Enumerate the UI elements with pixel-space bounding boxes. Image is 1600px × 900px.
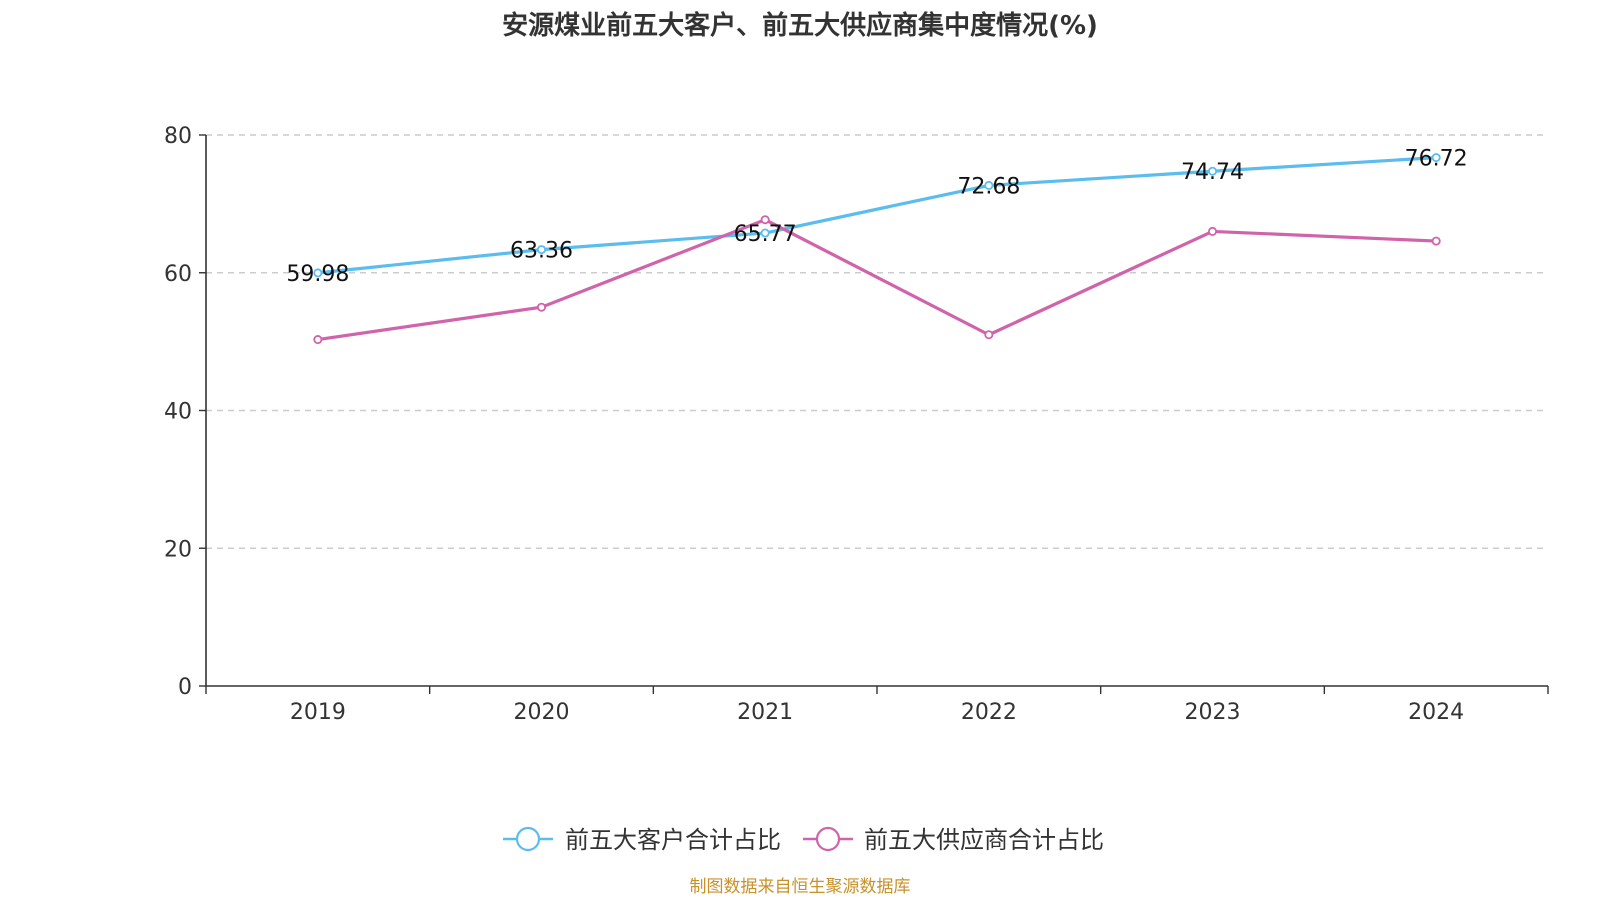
data-point [984, 180, 994, 190]
series-line-2 [317, 218, 1437, 342]
legend-item-2[interactable]: 前五大供应商合计占比 [803, 826, 1104, 854]
data-label: 72.68 [957, 174, 1020, 199]
x-tick-label: 2019 [290, 700, 346, 725]
data-point [313, 335, 323, 345]
series-lines [313, 153, 1441, 345]
y-tick-label: 80 [164, 124, 192, 149]
data-point [984, 330, 994, 340]
data-labels: 59.98 63.36 65.77 72.68 74.74 76.72 [286, 147, 1467, 287]
data-label: 74.74 [1181, 160, 1244, 185]
x-tick-label: 2024 [1408, 700, 1464, 725]
data-point [313, 268, 323, 278]
data-point [760, 215, 770, 225]
legend-marker [515, 826, 541, 852]
data-point [1431, 153, 1441, 163]
x-tick-label: 2022 [961, 700, 1017, 725]
axes: 0 20 40 60 80 2019 2020 2021 2022 2023 2024 [164, 124, 1549, 725]
legend-item-1[interactable]: 前五大客户合计占比 [503, 826, 781, 854]
source-note: 制图数据来自恒生聚源数据库 [690, 877, 911, 897]
legend-marker [815, 826, 841, 852]
data-label: 63.36 [510, 239, 573, 264]
y-tick-label: 0 [178, 675, 192, 700]
x-tick-label: 2023 [1185, 700, 1241, 725]
x-tick-label: 2020 [514, 700, 570, 725]
legend-label: 前五大供应商合计占比 [864, 826, 1104, 854]
gridlines [206, 134, 1548, 549]
data-point [537, 245, 547, 255]
chart-title: 安源煤业前五大客户、前五大供应商集中度情况(%) [502, 10, 1098, 41]
data-label: 65.77 [734, 222, 797, 247]
legend[interactable]: 前五大客户合计占比 前五大供应商合计占比 [503, 826, 1104, 854]
series-line-1 [317, 155, 1437, 275]
data-label: 59.98 [286, 262, 349, 287]
data-point [1208, 226, 1218, 236]
y-tick-label: 40 [164, 400, 192, 425]
y-tick-label: 20 [164, 537, 192, 562]
data-point [760, 228, 770, 238]
data-point [537, 302, 547, 312]
y-tick-label: 60 [164, 262, 192, 287]
data-point [1208, 166, 1218, 176]
data-point [1431, 236, 1441, 246]
data-label: 76.72 [1405, 147, 1468, 172]
x-tick-label: 2021 [737, 700, 793, 725]
legend-label: 前五大客户合计占比 [565, 826, 781, 854]
